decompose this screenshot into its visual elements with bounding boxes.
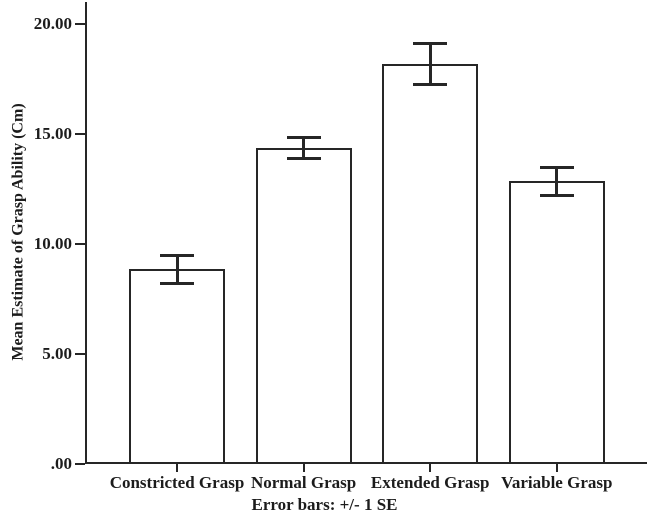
- x-tick-label: Variable Grasp: [501, 473, 613, 492]
- y-tick-label: 20.00: [33, 14, 72, 33]
- error-bar-top-cap: [160, 254, 194, 257]
- y-tick-label: 5.00: [42, 344, 72, 363]
- error-bar-bottom-cap: [160, 281, 194, 285]
- x-tick-mark: [429, 464, 432, 472]
- error-bar-stem: [175, 255, 179, 284]
- x-tick-label: Constricted Grasp: [109, 473, 245, 492]
- y-tick-label: .00: [50, 454, 72, 473]
- bar: [508, 181, 605, 464]
- bar: [382, 63, 479, 464]
- x-tick-label: Extended Grasp: [370, 473, 490, 492]
- y-axis-line: [85, 2, 87, 464]
- y-tick-mark: [75, 133, 85, 135]
- y-tick-mark: [75, 353, 85, 355]
- x-tick-mark: [555, 464, 558, 472]
- x-axis-line: [85, 462, 647, 464]
- error-bar-top-cap: [539, 166, 574, 169]
- error-bar-top-cap: [286, 136, 321, 140]
- y-tick-mark: [75, 463, 85, 465]
- y-tick-label: 10.00: [33, 234, 72, 253]
- y-tick-mark: [75, 23, 85, 25]
- error-bar-stem: [302, 137, 306, 160]
- x-tick-mark: [302, 464, 305, 472]
- error-bar-bottom-cap: [286, 157, 321, 161]
- y-tick-label: 15.00: [33, 124, 72, 143]
- x-tick-label: Normal Grasp: [250, 473, 357, 492]
- x-tick-mark: [176, 464, 178, 472]
- error-bar-stem: [428, 42, 432, 85]
- error-bar-stem: [555, 167, 559, 196]
- bar: [129, 269, 225, 464]
- y-axis-title-wrap: Mean Estimate of Grasp Ability (Cm): [0, 0, 38, 464]
- y-tick-mark: [75, 243, 85, 245]
- error-bar-top-cap: [413, 41, 448, 45]
- error-bar-bottom-cap: [539, 193, 574, 197]
- bar: [255, 148, 352, 464]
- error-bar-bottom-cap: [413, 82, 448, 86]
- error-bar-caption: Error bars: +/- 1 SE: [251, 495, 398, 514]
